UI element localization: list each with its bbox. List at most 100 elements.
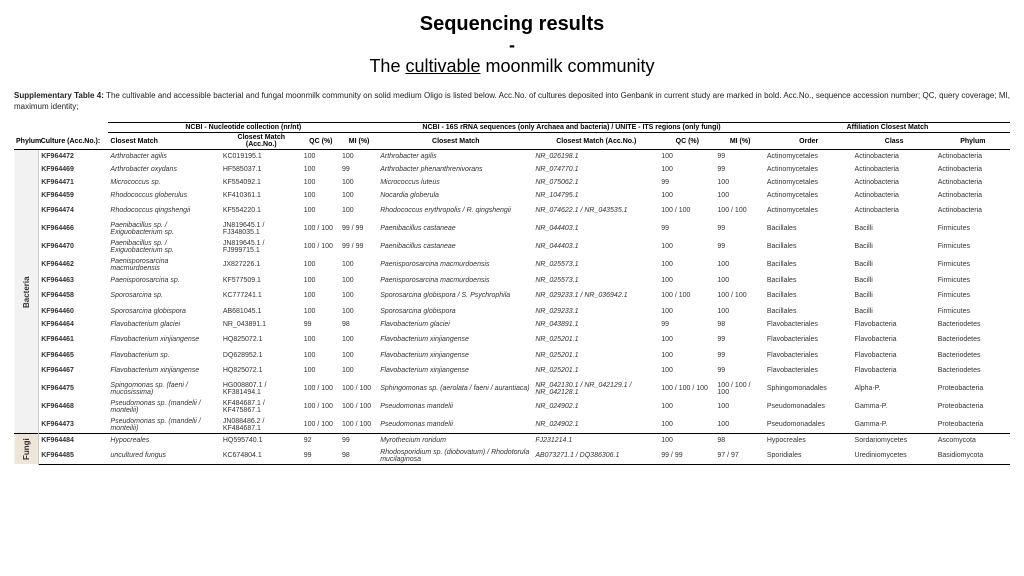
cell: Flavobacteriales <box>765 349 853 362</box>
cell: NR_024902.1 <box>533 398 659 416</box>
table-row: KF964485uncultured fungusKC674804.19998R… <box>14 447 1010 465</box>
cell: Micrococcus luteus <box>378 176 533 189</box>
tbody-bacteria: BacteriaKF964472Arthrobacter agilisKC019… <box>14 150 1010 434</box>
cell: 100 <box>340 331 378 349</box>
cell: Bacilli <box>853 287 936 305</box>
cell: Proteobacteria <box>936 416 1010 434</box>
group-header-row: NCBI - Nucleotide collection (nr/nt) NCB… <box>14 123 1010 133</box>
cell: NR_029233.1 / NR_036942.1 <box>533 287 659 305</box>
cell: HQ825072.1 <box>221 362 302 380</box>
cell: Rhodococcus globerulus <box>108 189 220 202</box>
cell: KF964466 <box>39 220 109 238</box>
table-row: KF964464Flavobacterium glacieiNR_043891.… <box>14 318 1010 331</box>
table-row: KF964458Sporosarcina sp.KC777241.1100100… <box>14 287 1010 305</box>
cell: Paenisporosarcina macmurdoensis <box>378 274 533 287</box>
cell: Actinobacteria <box>936 189 1010 202</box>
title-dash: - <box>14 36 1010 56</box>
cell: 100 / 100 <box>340 416 378 434</box>
cell: NR_044403.1 <box>533 220 659 238</box>
results-table: NCBI - Nucleotide collection (nr/nt) NCB… <box>14 122 1010 465</box>
cell: 98 <box>340 318 378 331</box>
title-block: Sequencing results - The cultivable moon… <box>14 12 1010 77</box>
cell: Rhodosporidium sp. (diobovatum) / Rhodot… <box>378 447 533 465</box>
cell: Flavobacteria <box>853 362 936 380</box>
cell: Ascomycota <box>936 434 1010 447</box>
table-row: FungiKF964484HypocrealesHQ595740.19299My… <box>14 434 1010 447</box>
cell: 92 <box>302 434 340 447</box>
cell: 100 <box>340 274 378 287</box>
cell: KF964468 <box>39 398 109 416</box>
cell: 99 <box>340 163 378 176</box>
cell: Firmicutes <box>936 238 1010 256</box>
cell: Flavobacteria <box>853 318 936 331</box>
table-row: KF964469Arthrobacter oxydansHF585037.110… <box>14 163 1010 176</box>
cell: Sordariomycetes <box>853 434 936 447</box>
cell: NR_025573.1 <box>533 274 659 287</box>
cell: 100 <box>302 349 340 362</box>
cell: HG008807.1 / KF381494.1 <box>221 380 302 398</box>
cell: 100 <box>302 150 340 163</box>
cell: Actinobacteria <box>936 176 1010 189</box>
cell: Actinomycetales <box>765 189 853 202</box>
cell: Arthrobacter agilis <box>378 150 533 163</box>
cell: Flavobacteriales <box>765 318 853 331</box>
cell: 100 <box>340 202 378 220</box>
cell: KC674804.1 <box>221 447 302 465</box>
table-caption: Supplementary Table 4: The cultivable an… <box>14 91 1010 113</box>
cell: KF964464 <box>39 318 109 331</box>
cell: KF484687.1 / KF475867.1 <box>221 398 302 416</box>
cell: Bacilli <box>853 238 936 256</box>
cell: 100 / 100 <box>715 287 764 305</box>
cell: 100 / 100 <box>659 287 715 305</box>
cell: KC777241.1 <box>221 287 302 305</box>
cell: NR_024902.1 <box>533 416 659 434</box>
cell: Flavobacterium xinjiangense <box>378 349 533 362</box>
cell: Alpha-P. <box>853 380 936 398</box>
cell: 99 <box>715 349 764 362</box>
cell: KC019195.1 <box>221 150 302 163</box>
col-class: Class <box>853 133 936 150</box>
cell: 100 / 100 <box>302 238 340 256</box>
phylum-cell-bacteria: Bacteria <box>14 150 39 434</box>
cell: 98 <box>715 318 764 331</box>
cell: 100 <box>659 398 715 416</box>
cell: Flavobacteriales <box>765 331 853 349</box>
cell: KF964467 <box>39 362 109 380</box>
cell: 97 / 97 <box>715 447 764 465</box>
cell: NR_074622.1 / NR_043535.1 <box>533 202 659 220</box>
cell: Urediniomycetes <box>853 447 936 465</box>
cell: 100 <box>302 362 340 380</box>
cell: Pseudomonadales <box>765 398 853 416</box>
cell: Pseudomonas sp. (mandelii / monteilii) <box>108 398 220 416</box>
cell: 100 <box>659 256 715 274</box>
cell: Bacilli <box>853 256 936 274</box>
cell: Paenibacillus sp. / Exiguobacterium sp. <box>108 220 220 238</box>
cell: 100 <box>715 256 764 274</box>
cell: Firmicutes <box>936 274 1010 287</box>
cell: 100 <box>302 274 340 287</box>
cell: 100 <box>715 274 764 287</box>
cell: NR_104795.1 <box>533 189 659 202</box>
cell: JN819645.1 / FJ348035.1 <box>221 220 302 238</box>
cell: Bacilli <box>853 274 936 287</box>
cell: uncultured fungus <box>108 447 220 465</box>
cell: KF964473 <box>39 416 109 434</box>
cell: 100 <box>302 176 340 189</box>
cell: Actinobacteria <box>853 202 936 220</box>
cell: 100 / 100 / 100 <box>715 380 764 398</box>
col-phylum2: Phylum <box>936 133 1010 150</box>
cell: 99 <box>302 447 340 465</box>
cell: Sphingomonadales <box>765 380 853 398</box>
cell: 100 / 100 <box>302 416 340 434</box>
cell: Hypocreales <box>108 434 220 447</box>
col-accno: Culture (Acc.No.): <box>39 133 109 150</box>
cell: Flavobacteria <box>853 331 936 349</box>
cell: NR_025201.1 <box>533 362 659 380</box>
cell: Myrothecium roridum <box>378 434 533 447</box>
cell: 99 <box>715 362 764 380</box>
cell: 100 <box>659 331 715 349</box>
table-row: KF964459Rhodococcus globerulusKF410361.1… <box>14 189 1010 202</box>
table-row: KF964460Sporosarcina globisporaAB681045.… <box>14 305 1010 318</box>
cell: KF964475 <box>39 380 109 398</box>
cell: NR_044403.1 <box>533 238 659 256</box>
